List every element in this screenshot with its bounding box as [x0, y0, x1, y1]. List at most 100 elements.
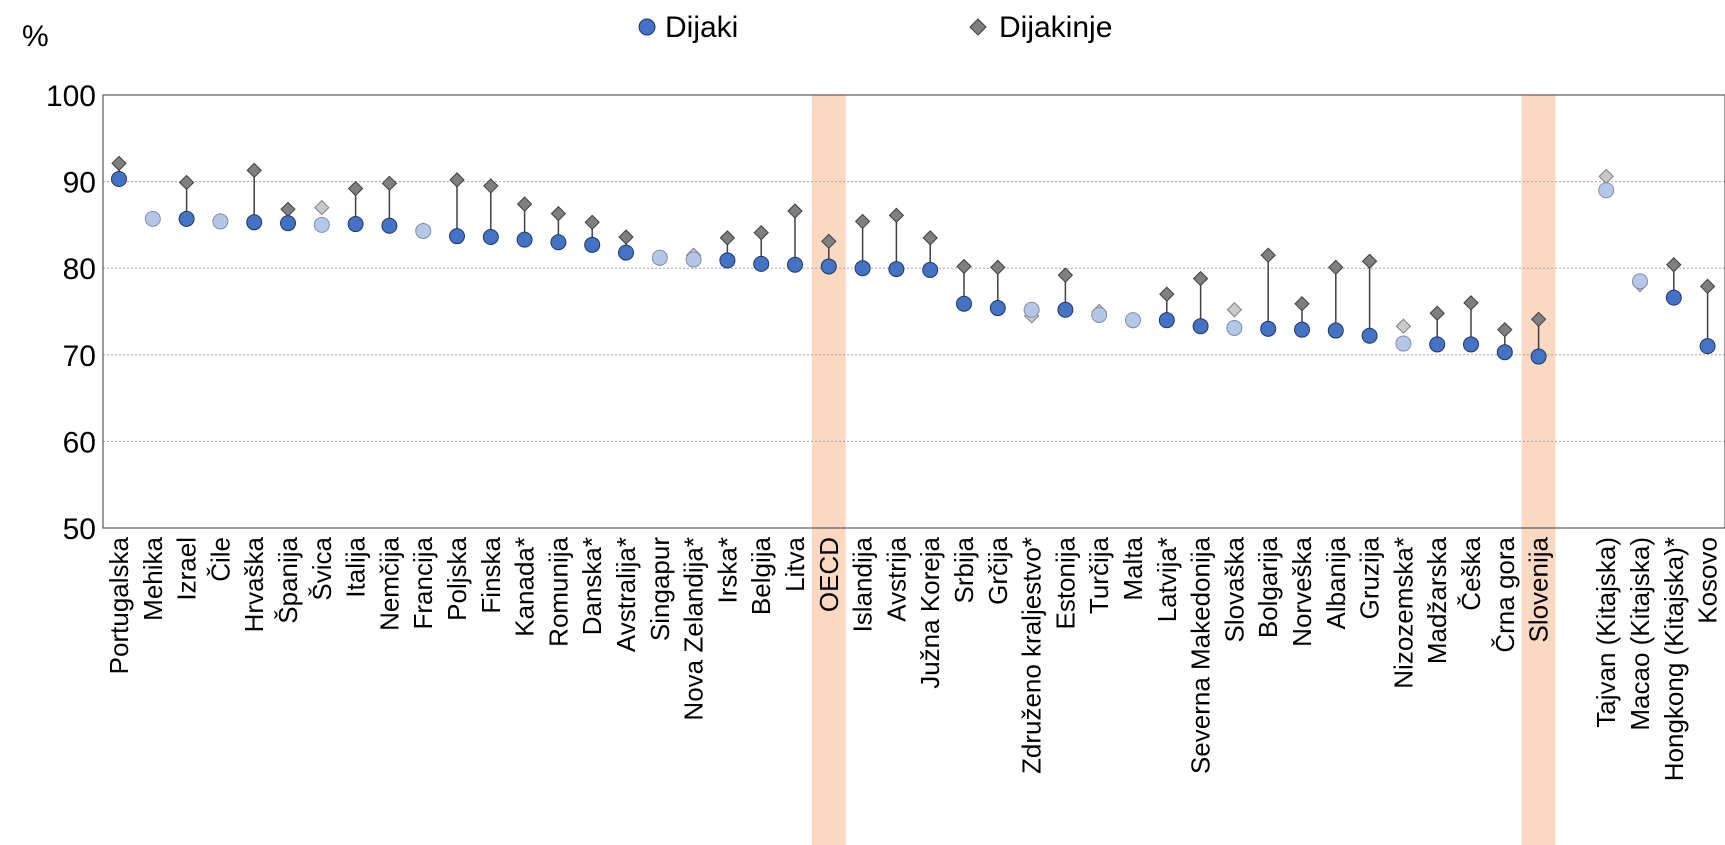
dijakinje-point-slovenija	[1530, 311, 1547, 328]
legend-dijaki-marker	[638, 18, 656, 36]
dijakinje-point-kosovo	[1699, 278, 1716, 295]
x-label-nizozemska: Nizozemska*	[1388, 537, 1418, 689]
dijaki-point-gruzija	[1361, 327, 1378, 344]
dijaki-point-litva	[787, 256, 803, 273]
dijaki-point-cile	[212, 213, 229, 230]
x-label-norveska: Norveška	[1287, 536, 1317, 646]
x-axis-category-labels: Portugalska Mehika Izrael Čile Hrvaška Španij…	[104, 536, 1723, 781]
dijakinje-point-hongkong-kitajska	[1666, 257, 1682, 273]
x-label-oecd: OECD	[814, 537, 844, 612]
x-label-kosovo: Kosovo	[1693, 537, 1723, 624]
dijakinje-point-irska	[719, 230, 736, 246]
dijaki-point-hongkong-kitajska	[1665, 289, 1682, 306]
dijaki-point-nizozemska	[1395, 335, 1412, 352]
dijakinje-point-litva	[787, 203, 803, 219]
x-label-svica: Švica	[307, 536, 337, 600]
dijaki-point-kosovo	[1699, 338, 1716, 355]
dijakinje-point-svica	[314, 199, 330, 216]
x-label-italija: Italija	[341, 536, 371, 597]
series-dijakinje-markers	[111, 155, 1716, 338]
x-label-nova-zelandija: Nova Zelandija*	[679, 537, 709, 721]
x-label-slovaska: Slovaška	[1219, 536, 1249, 642]
x-label-macao-kitajska: Macao (Kitajska)	[1625, 537, 1655, 731]
dijaki-point-poljska	[449, 228, 465, 245]
legend: Dijaki Dijakinje	[638, 11, 1112, 44]
dijaki-point-hrvaska	[246, 214, 263, 231]
dijaki-point-slovenija	[1530, 348, 1547, 365]
dijaki-point-nemcija	[381, 217, 398, 234]
dijaki-point-severna-makedonija	[1192, 318, 1209, 335]
dijakinje-point-bolgarija	[1260, 247, 1276, 263]
dijaki-point-kanada	[516, 231, 533, 248]
x-label-ceska: Češka	[1456, 536, 1486, 610]
dijakinje-point-gruzija	[1361, 253, 1378, 269]
dijakinje-point-poljska	[449, 172, 465, 188]
x-label-francija: Francija	[408, 536, 438, 629]
y-tick-label-80: 80	[63, 253, 96, 286]
x-label-finska: Finska	[476, 536, 506, 613]
dijaki-point-romunija	[550, 234, 567, 251]
dijakinje-point-portugalska	[111, 155, 127, 172]
dijaki-point-estonija	[1057, 301, 1074, 318]
x-label-gruzija: Gruzija	[1355, 536, 1385, 619]
dijakinje-point-islandija	[854, 213, 871, 230]
x-label-bolgarija: Bolgarija	[1253, 536, 1283, 638]
dijaki-point-danska	[584, 236, 601, 253]
legend-dijakinje-marker	[969, 18, 987, 36]
x-label-crna-gora: Črna gora	[1490, 536, 1520, 652]
dijakinje-point-hrvaska	[246, 162, 262, 179]
x-label-zdruzeno-kraljestvo: Združeno kraljestvo*	[1017, 537, 1047, 774]
y-tick-label-60: 60	[63, 426, 96, 459]
dijaki-point-bolgarija	[1260, 320, 1277, 337]
dijaki-point-izrael	[178, 210, 195, 227]
dijaki-point-italija	[347, 216, 364, 233]
x-label-belgija: Belgija	[746, 536, 776, 615]
dijakinje-point-izrael	[178, 174, 195, 191]
dijaki-point-slovaska	[1226, 319, 1243, 336]
dijaki-point-turcija	[1091, 306, 1108, 323]
dijakinje-point-juzna-koreja	[922, 230, 938, 246]
dijakinje-point-albanija	[1328, 259, 1344, 276]
dijakinje-point-belgija	[753, 224, 769, 241]
x-label-singapur: Singapur	[645, 537, 675, 641]
x-label-izrael: Izrael	[172, 537, 202, 601]
dijakinje-point-avstrija	[888, 207, 905, 224]
dijakinje-point-spanija	[280, 201, 296, 218]
dijakinje-point-nizozemska	[1395, 318, 1412, 334]
dijaki-point-crna-gora	[1496, 344, 1513, 361]
y-tick-label-100: 100	[46, 80, 96, 113]
x-label-irska: Irska*	[712, 537, 742, 603]
gridlines	[103, 181, 1725, 442]
dijakinje-point-madzarska	[1429, 305, 1445, 321]
x-label-avstrija: Avstrija	[881, 536, 911, 621]
dijaki-point-islandija	[854, 260, 871, 277]
dijaki-point-ceska	[1463, 336, 1479, 353]
series-dijaki-markers	[111, 171, 1716, 365]
x-label-avstralija: Avstralija*	[611, 537, 641, 652]
dijakinje-point-srbija	[956, 258, 972, 275]
x-label-islandija: Islandija	[848, 536, 878, 632]
dijakinje-point-estonija	[1057, 267, 1074, 283]
x-label-romunija: Romunija	[543, 536, 573, 646]
dijaki-point-avstrija	[888, 261, 905, 278]
dijaki-point-irska	[719, 252, 736, 269]
x-label-grcija: Grčija	[983, 536, 1013, 604]
dijaki-point-malta	[1125, 312, 1141, 329]
dijaki-point-belgija	[753, 255, 770, 272]
x-label-severna-makedonija: Severna Makedonija	[1186, 536, 1216, 774]
dijaki-point-finska	[482, 229, 499, 246]
dijakinje-point-ceska	[1463, 295, 1479, 311]
x-label-portugalska: Portugalska	[104, 536, 134, 674]
x-label-hongkong-kitajska: Hongkong (Kitajska)*	[1659, 537, 1689, 781]
dijakinje-point-grcija	[990, 259, 1006, 276]
x-label-poljska: Poljska	[442, 536, 472, 620]
dijaki-point-francija	[415, 222, 432, 239]
legend-dijakinje-label: Dijakinje	[999, 11, 1112, 44]
highlight-bands	[811, 95, 1556, 845]
x-label-spanija: Španija	[273, 536, 303, 623]
x-label-malta: Malta	[1118, 536, 1148, 600]
x-label-nemcija: Nemčija	[374, 536, 404, 630]
x-label-tajvan-kitajska: Tajvan (Kitajska)	[1591, 537, 1621, 728]
x-label-hrvaska: Hrvaška	[239, 536, 269, 632]
